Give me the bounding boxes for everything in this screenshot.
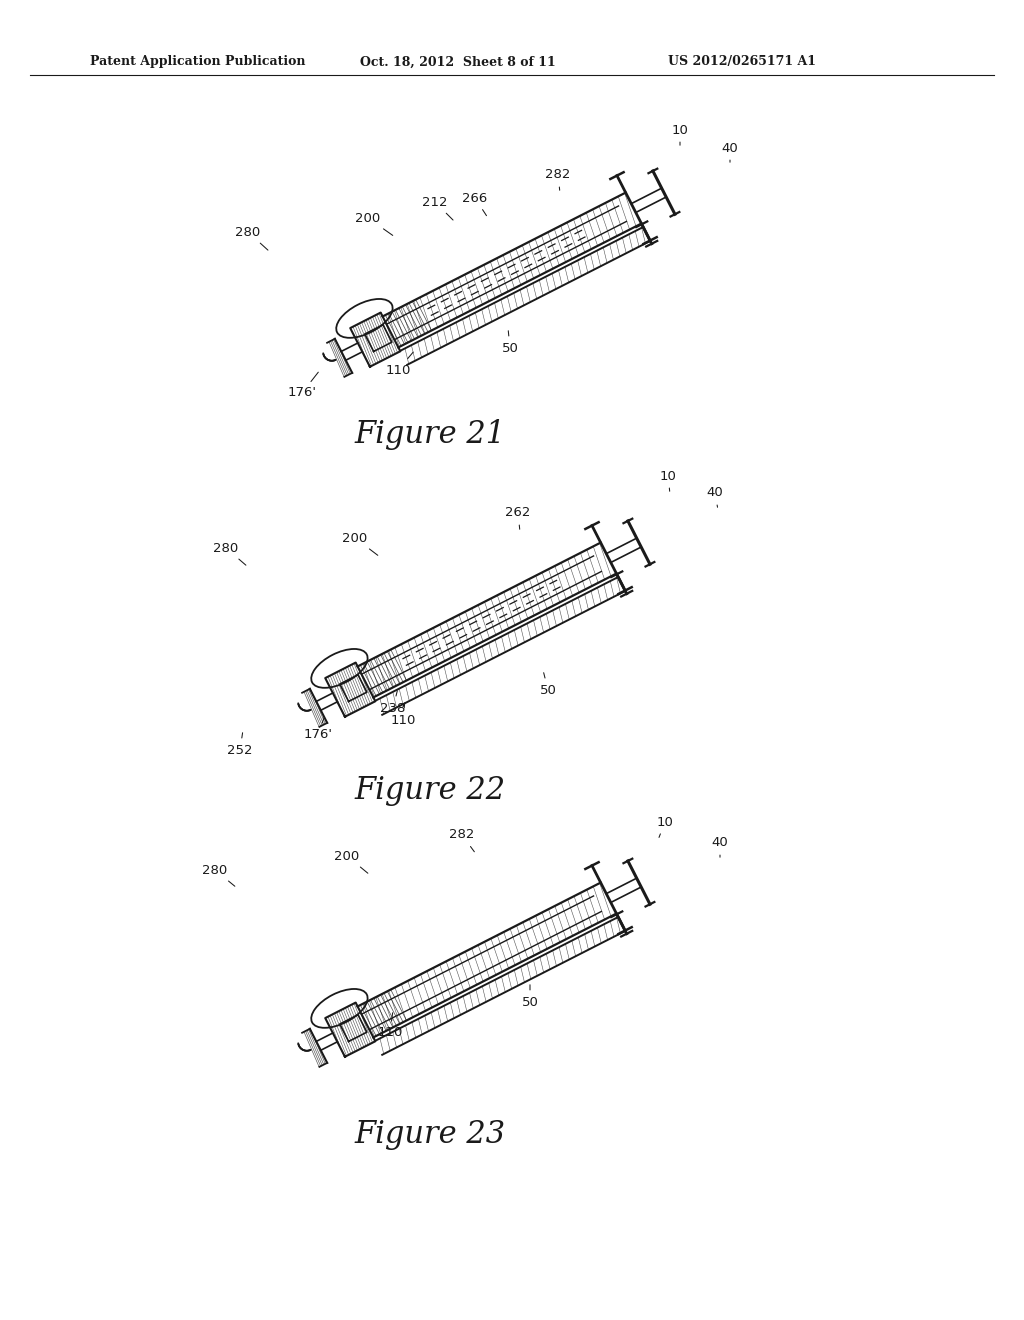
Text: 10: 10 bbox=[659, 470, 677, 491]
Text: 280: 280 bbox=[236, 226, 268, 249]
Text: US 2012/0265171 A1: US 2012/0265171 A1 bbox=[668, 55, 816, 69]
Text: Oct. 18, 2012  Sheet 8 of 11: Oct. 18, 2012 Sheet 8 of 11 bbox=[360, 55, 556, 69]
Text: 282: 282 bbox=[546, 169, 570, 190]
Text: 200: 200 bbox=[342, 532, 378, 556]
Text: 238: 238 bbox=[380, 690, 406, 714]
Text: Figure 23: Figure 23 bbox=[354, 1119, 506, 1151]
Text: 176': 176' bbox=[303, 718, 333, 742]
Text: 252: 252 bbox=[227, 733, 253, 756]
Text: 40: 40 bbox=[722, 141, 738, 162]
Text: Figure 21: Figure 21 bbox=[354, 420, 506, 450]
Text: 40: 40 bbox=[707, 487, 723, 507]
Text: 280: 280 bbox=[213, 541, 246, 565]
Text: 280: 280 bbox=[203, 863, 234, 886]
Text: 176': 176' bbox=[288, 372, 318, 400]
Text: 200: 200 bbox=[335, 850, 368, 874]
Text: 10: 10 bbox=[672, 124, 688, 145]
Text: 110: 110 bbox=[377, 1012, 402, 1040]
Text: 110: 110 bbox=[385, 352, 414, 376]
Text: 110: 110 bbox=[390, 702, 416, 726]
Text: 50: 50 bbox=[502, 331, 518, 355]
Text: 212: 212 bbox=[422, 195, 453, 220]
Text: Patent Application Publication: Patent Application Publication bbox=[90, 55, 305, 69]
Text: 266: 266 bbox=[463, 191, 487, 215]
Text: Figure 22: Figure 22 bbox=[354, 775, 506, 805]
Text: 282: 282 bbox=[450, 829, 475, 851]
Text: 200: 200 bbox=[355, 211, 393, 235]
Text: 50: 50 bbox=[540, 673, 556, 697]
Text: 50: 50 bbox=[521, 985, 539, 1008]
Text: 262: 262 bbox=[505, 507, 530, 529]
Text: 40: 40 bbox=[712, 837, 728, 857]
Text: 10: 10 bbox=[656, 816, 674, 837]
